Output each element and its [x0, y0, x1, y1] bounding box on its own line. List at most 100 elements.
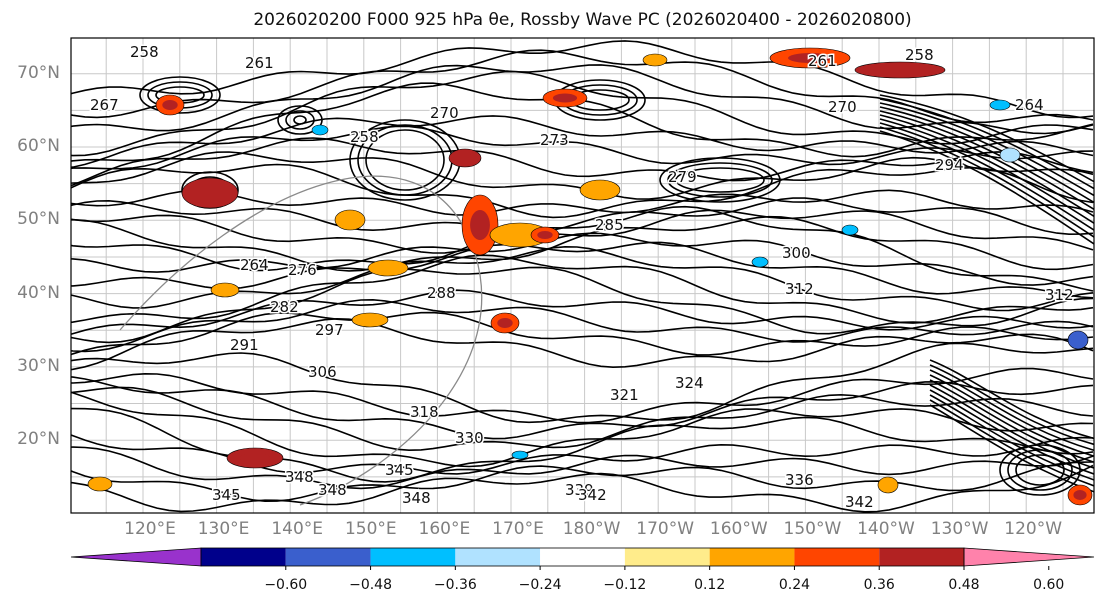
theta-e-contour [879, 126, 1094, 238]
map-frame-bg [71, 38, 1094, 513]
anomaly-fill-core [1073, 490, 1087, 500]
theta-e-contour [879, 114, 1094, 218]
theta-e-closed-contour [999, 444, 1081, 496]
colorbar-tick-label: −0.48 [349, 577, 392, 593]
contour-label: 312 [785, 280, 814, 298]
anomaly-fill-core [470, 210, 490, 240]
theta-e-contour [879, 94, 1094, 183]
theta-e-contour [71, 197, 1094, 236]
contour-label: 261 [245, 54, 274, 72]
anomaly-fill [877, 476, 899, 494]
latitude-label: 40°N [17, 282, 60, 303]
contour-label: 270 [828, 98, 857, 116]
contour-label: 324 [675, 374, 704, 392]
colorbar-segment [709, 548, 795, 566]
theta-e-contour [71, 137, 1094, 187]
contour-label: 264 [240, 256, 269, 274]
colorbar-segment [879, 548, 964, 566]
theta-e-contour [879, 98, 1094, 190]
anomaly-fill [87, 476, 113, 492]
anomaly-fill-core [875, 66, 925, 74]
map-title: 2026020200 F000 925 hPa θe, Rossby Wave … [253, 10, 912, 30]
contour-label: 312 [1045, 286, 1074, 304]
theta-e-contour [71, 163, 1094, 219]
theta-e-closed-contour [365, 129, 445, 191]
anomaly-fill-core [788, 53, 832, 63]
anomaly-fill-core [239, 453, 271, 463]
theta-e-contour [879, 106, 1094, 204]
theta-e-contour [929, 379, 1094, 463]
contour-label: 342 [845, 493, 874, 511]
longitude-label: 130°E [197, 519, 250, 539]
anomaly-fill [751, 256, 769, 268]
colorbar-outline [200, 547, 965, 567]
colorbar-tick-label: −0.60 [264, 577, 308, 593]
colorbar-tick-label: 0.48 [948, 577, 980, 593]
anomaly-fill [351, 312, 389, 328]
theta-e-contour [71, 151, 1094, 200]
theta-e-contour [71, 298, 1094, 353]
theta-e-contour [71, 464, 1094, 513]
longitude-label: 150°W [783, 519, 842, 539]
contour-label: 348 [402, 489, 431, 507]
theta-e-contour [71, 266, 1094, 344]
contour-label: 264 [1015, 96, 1044, 114]
theta-e-contour [71, 209, 1094, 254]
theta-e-contour [71, 386, 1094, 452]
anomaly-fill [210, 282, 240, 298]
anomaly-fill [311, 124, 329, 136]
colorbar-tick-label: 0.12 [694, 577, 726, 593]
anomaly-fill [999, 147, 1021, 163]
colorbar-segment [455, 548, 541, 566]
contour-label: 345 [385, 461, 414, 479]
colorbar-tick-label: −0.36 [433, 577, 477, 593]
contour-label: 285 [595, 216, 624, 234]
theta-e-closed-contour [675, 167, 765, 193]
theta-e-contour [929, 389, 1094, 475]
theta-e-contour [71, 232, 1094, 286]
contour-label: 348 [285, 468, 314, 486]
latitude-label: 60°N [17, 136, 60, 156]
anomaly-fill [1067, 330, 1089, 350]
colorbar [70, 547, 1095, 570]
colorbar-extend-high [963, 547, 1095, 567]
contour-label: 345 [212, 486, 241, 504]
theta-e-contour [929, 359, 1094, 440]
theta-e-contour [71, 391, 1094, 468]
theta-e-contour [879, 102, 1094, 197]
theta-e-closed-contour [659, 157, 781, 203]
latitude-label: 50°N [17, 209, 60, 230]
colorbar-tick-label: −0.24 [518, 577, 562, 593]
theta-e-contour [929, 404, 1094, 493]
theta-e-contour [929, 374, 1094, 457]
contour-label: 318 [410, 403, 439, 421]
anomaly-fill-core [552, 93, 578, 103]
colorbar-tick-label: 0.36 [863, 577, 895, 593]
theta-e-closed-contour [139, 76, 221, 114]
theta-e-closed-contour [1015, 454, 1065, 486]
anomaly-fill [642, 53, 668, 67]
longitude-label: 160°E [418, 519, 471, 539]
anomaly-fill-core [194, 185, 226, 201]
contour-label: 279 [668, 168, 697, 186]
theta-e-contour [71, 125, 1094, 170]
theta-e-contour [929, 369, 1094, 452]
theta-e-contour [879, 118, 1094, 225]
contour-label: 288 [427, 284, 456, 302]
longitude-label: 170°W [636, 519, 695, 539]
longitude-label: 150°E [344, 519, 397, 539]
contour-labels: 258 258 258 261 261 264 264 267 270 270 273 276 279 2… [89, 42, 1076, 513]
contour-label: 270 [430, 104, 459, 122]
theta-e-contour [879, 122, 1094, 232]
colorbar-segment [201, 548, 286, 566]
colorbar-segment [794, 548, 880, 566]
theta-e-contour [879, 110, 1094, 211]
theta-e-contour [929, 394, 1094, 481]
contour-label: 306 [308, 363, 337, 381]
theta-e-contour [71, 461, 1094, 503]
contour-label: 294 [935, 156, 964, 174]
theta-e-contour [929, 364, 1094, 446]
longitude-label: 170°E [492, 519, 544, 539]
theta-e-contour [71, 376, 1094, 440]
